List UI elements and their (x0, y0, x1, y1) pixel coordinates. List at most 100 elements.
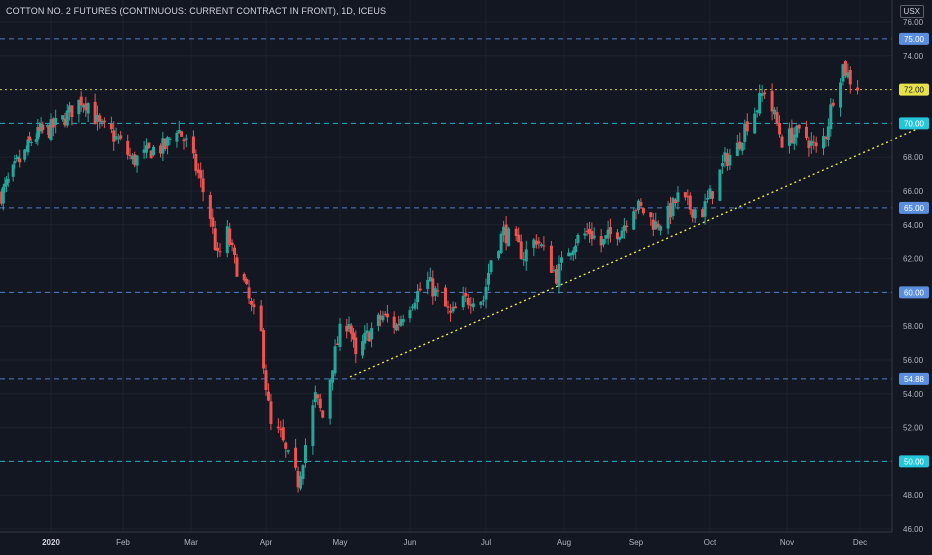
candle-body (336, 343, 340, 345)
candle-body (484, 286, 488, 300)
candle-body (98, 115, 102, 122)
candle-down (126, 134, 130, 160)
candle-body (383, 313, 387, 315)
candle-down (778, 115, 782, 138)
candle-down (738, 132, 742, 151)
candle-body (514, 228, 518, 237)
candle-body (100, 121, 104, 123)
candle-body (787, 128, 791, 146)
candle-body (846, 72, 850, 78)
candle-body (28, 136, 32, 141)
candle-down (641, 207, 645, 216)
candle-body (370, 328, 374, 340)
candle-up (809, 132, 813, 154)
candle-up (787, 122, 791, 154)
candle-body (347, 324, 351, 330)
candle-body (622, 225, 626, 232)
candle-body (14, 157, 18, 159)
candle-up (16, 155, 20, 162)
candle-body (112, 130, 116, 142)
price-level-label: 54.88 (904, 375, 925, 384)
candle-body (294, 447, 298, 468)
price-level-label: 50.00 (904, 457, 925, 466)
candle-up (13, 155, 17, 169)
candle-body (247, 287, 251, 299)
candle-up (502, 220, 506, 243)
candle-down (599, 228, 603, 253)
candle-body (394, 324, 398, 331)
candle-up (792, 127, 796, 150)
candle-up (576, 233, 580, 246)
candle-up (822, 127, 825, 156)
candle-down (79, 91, 83, 112)
candle-body (592, 235, 596, 239)
candle-down (208, 191, 212, 228)
candle-body (843, 61, 847, 76)
candle-up (489, 259, 493, 275)
candle-body (792, 134, 796, 144)
candle-down (804, 120, 808, 141)
candle-up (601, 238, 605, 248)
candle-up (184, 134, 188, 148)
candle-up (743, 119, 747, 150)
candle-up (487, 263, 491, 291)
candle-down (262, 328, 266, 374)
candle-up (632, 207, 636, 231)
candle-body (70, 105, 74, 117)
candle-down (634, 208, 638, 220)
candle-body (29, 142, 33, 144)
candle-down (247, 279, 251, 304)
candle-down (639, 198, 643, 209)
candle-body (102, 120, 106, 123)
price-tick-label: 76.00 (903, 18, 924, 27)
candle-body (331, 370, 335, 383)
candle-up (144, 138, 148, 159)
candle-up (428, 267, 432, 282)
candle-up (841, 63, 845, 86)
currency-label[interactable]: USX (899, 5, 924, 18)
candle-body (522, 259, 526, 261)
candle-body (313, 392, 317, 403)
price-level-label: 72.00 (904, 86, 925, 95)
price-level-label: 60.00 (904, 288, 925, 297)
candle-body (795, 125, 799, 138)
candle-body (504, 224, 508, 244)
candle-up (175, 130, 179, 148)
candle-body (693, 209, 697, 219)
candle-body (151, 146, 155, 156)
candle-up (24, 145, 28, 152)
candle-up (760, 85, 764, 102)
candle-body (651, 219, 655, 230)
candle-down (831, 98, 835, 108)
candle-body (109, 123, 113, 130)
candle-down (345, 318, 349, 339)
candle-up (507, 226, 511, 247)
candle-down (242, 272, 246, 283)
candle-up (161, 131, 165, 161)
candle-up (735, 134, 739, 157)
candle-down (37, 122, 41, 138)
candle-body (175, 132, 179, 142)
candle-body (65, 110, 69, 126)
candle-body (249, 301, 253, 305)
candle-down (615, 228, 619, 246)
candle-body (411, 306, 415, 308)
candle-body (659, 226, 663, 231)
candle-body (502, 226, 506, 236)
candle-down (466, 293, 470, 309)
candle-body (266, 391, 270, 401)
candle-body (114, 136, 118, 140)
candle-body (449, 310, 453, 313)
candle-body (199, 170, 203, 179)
candle-down (446, 300, 450, 315)
candle-down (745, 113, 749, 136)
candle-body (196, 169, 200, 173)
price-level-label: 75.00 (904, 35, 925, 44)
candle-body (299, 475, 303, 489)
time-tick-label: Jul (481, 538, 491, 547)
candle-body (316, 394, 320, 399)
candle-up (426, 271, 430, 295)
candle-up (604, 234, 608, 244)
